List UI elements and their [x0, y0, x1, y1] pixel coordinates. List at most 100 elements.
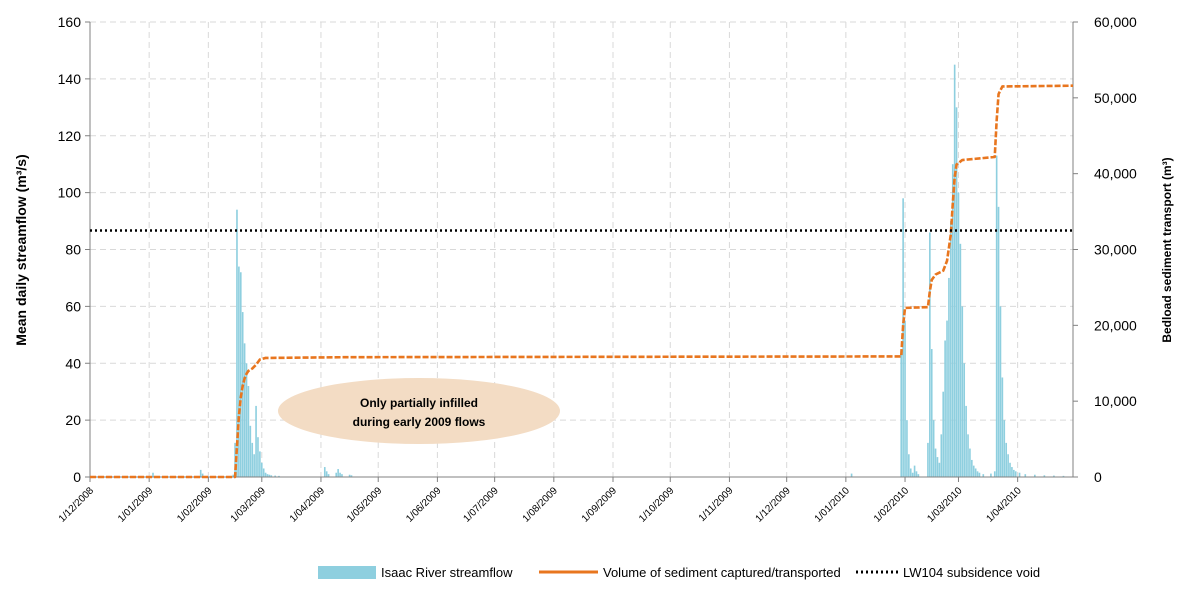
- y2-axis-title: Bedload sediment transport (m³): [1160, 157, 1174, 342]
- right-tick-label: 10,000: [1094, 393, 1137, 409]
- axes-layer: [89, 22, 1074, 478]
- x-tick-label: 1/07/2009: [462, 485, 502, 525]
- x-tick-label: 1/02/2010: [872, 485, 912, 525]
- x-tick-label: 1/03/2010: [925, 485, 965, 525]
- left-tick-label: 20: [65, 412, 81, 428]
- x-tick-label: 1/04/2009: [288, 485, 328, 525]
- streamflow-bar: [951, 164, 954, 477]
- streamflow-bar: [1024, 474, 1027, 477]
- streamflow-bar: [1011, 467, 1013, 477]
- streamflow-bar: [974, 468, 977, 477]
- streamflow-bar: [255, 405, 257, 477]
- streamflow-bar: [1013, 469, 1015, 477]
- streamflow-bar: [327, 474, 330, 477]
- x-tick-label: 1/09/2009: [580, 485, 620, 525]
- right-tick-label: 60,000: [1094, 14, 1137, 30]
- streamflow-bar: [325, 471, 328, 477]
- legend-swatch-streamflow: [318, 566, 376, 579]
- streamflow-bar: [1014, 471, 1017, 477]
- streamflow-bar: [953, 64, 956, 477]
- x-tick-label: 1/12/2008: [57, 485, 97, 525]
- streamflow-bar: [959, 243, 962, 477]
- streamflow-bar: [927, 442, 929, 477]
- annotation-layer: Only partially infilled during early 200…: [278, 378, 560, 444]
- streamflow-bar: [946, 320, 948, 477]
- streamflow-bar: [969, 448, 971, 477]
- streamflow-bar: [341, 474, 343, 477]
- streamflow-bar: [965, 405, 967, 477]
- legend-label-sediment: Volume of sediment captured/transported: [603, 565, 841, 580]
- annotation-line-2: during early 2009 flows: [353, 415, 486, 429]
- streamflow-bar: [999, 306, 1002, 477]
- streamflow-bar: [982, 474, 985, 477]
- streamflow-bar: [955, 107, 958, 477]
- left-tick-label: 80: [65, 242, 81, 258]
- streamflow-bar: [266, 474, 269, 477]
- streamflow-bar: [262, 468, 265, 477]
- streamflow-bar: [940, 434, 943, 477]
- right-tick-label: 30,000: [1094, 242, 1137, 258]
- streamflow-bar: [944, 340, 946, 477]
- streamflow-bar: [245, 363, 248, 477]
- right-tick-label: 20,000: [1094, 317, 1137, 333]
- streamflow-bar: [264, 472, 267, 477]
- streamflow-bar: [957, 192, 960, 477]
- streamflow-bar: [971, 459, 973, 477]
- streamflow-bar: [1005, 442, 1008, 477]
- streamflow-bar: [251, 442, 254, 477]
- streamflow-bar: [1003, 420, 1006, 477]
- streamflow-bar: [1009, 462, 1011, 477]
- streamflow-bar: [232, 474, 234, 477]
- streamflow-bar: [942, 391, 945, 477]
- streamflow-bar: [278, 475, 280, 477]
- grid-layer: [85, 21, 1078, 482]
- streamflow-bar: [335, 472, 338, 477]
- left-tick-label: 100: [58, 185, 82, 201]
- streamflow-bar: [199, 469, 202, 477]
- streamflow-bar: [152, 472, 154, 477]
- streamflow-bar: [1007, 454, 1009, 477]
- streamflow-bar: [934, 448, 937, 477]
- x-tick-label: 1/08/2009: [521, 485, 561, 525]
- streamflow-bar: [348, 474, 351, 477]
- streamflow-bar: [967, 434, 969, 477]
- x-tick-label: 1/12/2009: [754, 485, 794, 525]
- annotation-line-1: Only partially infilled: [360, 396, 478, 410]
- streamflow-bar: [936, 457, 939, 477]
- legend-label-streamflow: Isaac River streamflow: [381, 565, 513, 580]
- streamflow-bar: [238, 266, 240, 477]
- left-tick-label: 120: [58, 128, 82, 144]
- streamflow-bar: [904, 320, 906, 477]
- streamflow-bar: [201, 473, 204, 477]
- streamflow-bar: [930, 349, 933, 477]
- streamflow-bar: [1001, 377, 1004, 477]
- y-axis-title: Mean daily streamflow (m³/s): [13, 154, 29, 345]
- streamflow-bar: [1018, 472, 1021, 477]
- annotation-ellipse: [278, 378, 560, 444]
- streamflow-bar: [339, 472, 341, 477]
- streamflow-bar: [253, 454, 255, 477]
- streamflow-bar: [978, 472, 981, 477]
- streamflow-bar: [963, 363, 966, 477]
- streamflow-bar: [249, 425, 252, 477]
- streamflow-bar: [913, 465, 916, 477]
- right-tick-label: 0: [1094, 469, 1102, 485]
- right-tick-label: 50,000: [1094, 90, 1137, 106]
- streamflow-bar: [929, 232, 931, 477]
- streamflow-bar: [993, 471, 996, 477]
- x-tick-label: 1/11/2009: [697, 485, 736, 524]
- streamflow-bar: [243, 343, 246, 477]
- x-tick-label: 1/05/2009: [345, 485, 385, 525]
- streamflow-bar: [997, 206, 1000, 477]
- streamflow-bar: [909, 468, 912, 477]
- streamflow-bar: [976, 471, 979, 477]
- streamflow-bar: [850, 473, 853, 477]
- x-tick-label: 1/01/2009: [116, 485, 156, 525]
- streamflow-bar: [268, 474, 271, 477]
- streamflow-bar: [950, 221, 952, 477]
- tick-labels: 0 20 40 60 80 100 120 140 160 0 10,000 20,000 30,000…: [57, 14, 1137, 525]
- streamflow-bar: [908, 454, 910, 477]
- right-tick-label: 40,000: [1094, 166, 1137, 182]
- sediment-volume-line: [90, 84, 1074, 479]
- streamflow-bar: [257, 437, 259, 477]
